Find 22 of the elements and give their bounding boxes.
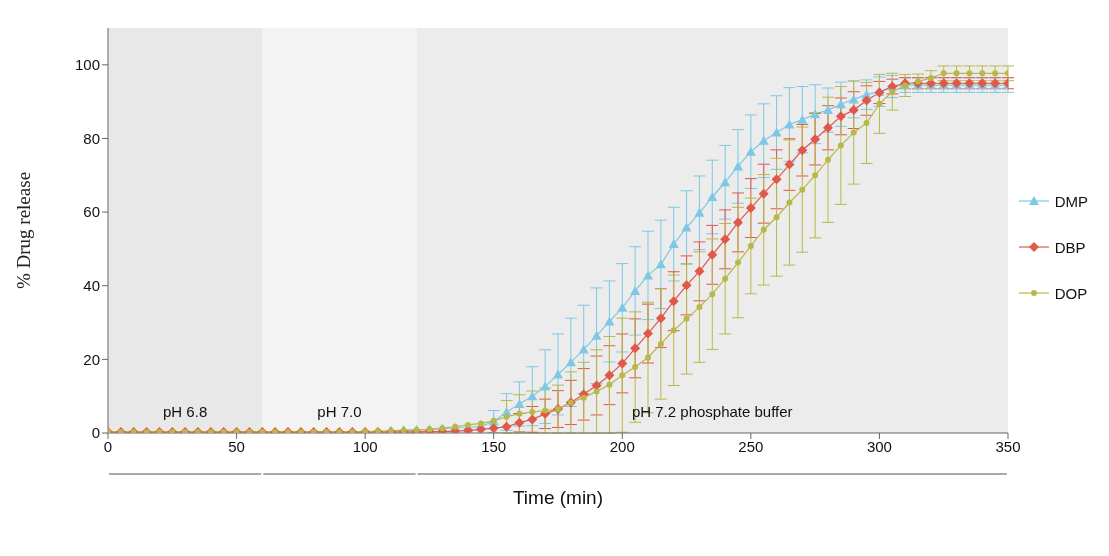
- x-axis-title: Time (min): [512, 487, 604, 508]
- y-tick-label: 60: [83, 203, 100, 221]
- x-tick-label: 0: [103, 437, 113, 455]
- legend-label: DBP: [1054, 238, 1086, 256]
- x-tick-label: 150: [481, 437, 507, 455]
- x-tick-label: 100: [352, 437, 378, 455]
- y-axis-title: % Drug release: [12, 171, 34, 290]
- x-tick-label: 50: [228, 437, 245, 455]
- x-tick-label: 300: [866, 437, 892, 455]
- x-tick-label: 350: [995, 437, 1021, 455]
- x-tick-label: 250: [738, 437, 764, 455]
- legend-label: DMP: [1054, 192, 1088, 210]
- y-tick-label: 100: [74, 56, 100, 74]
- y-tick-label: 80: [83, 129, 100, 147]
- band-label: pH 6.8: [163, 403, 208, 420]
- band-label: pH 7.2 phosphate buffer: [631, 403, 793, 420]
- y-tick-label: 0: [91, 424, 100, 442]
- y-tick-label: 40: [83, 277, 100, 295]
- legend-label: DOP: [1054, 284, 1088, 302]
- x-tick-label: 200: [609, 437, 635, 455]
- band-label: pH 7.0: [317, 403, 362, 420]
- y-tick-label: 20: [83, 350, 100, 368]
